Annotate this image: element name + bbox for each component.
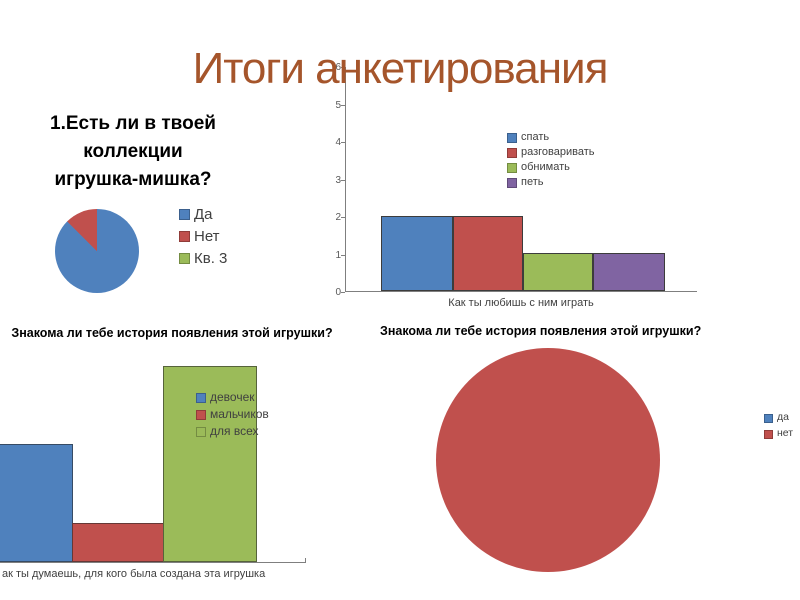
- play-ytick-label-3: 3: [335, 174, 341, 186]
- play-ytick-mark-5: [341, 104, 345, 106]
- legend-swatch-2-icon: [196, 427, 206, 437]
- play-ytick-label-0: 0: [335, 287, 341, 298]
- legend-swatch-1-icon: [507, 148, 517, 158]
- collection-question-line1: 1.Есть ли в твоей: [50, 113, 216, 134]
- legend-item-2: Кв. 3: [179, 251, 227, 273]
- play-bar-plot-area: [345, 67, 697, 292]
- legend-item-1: мальчиков: [196, 408, 269, 425]
- legend-item-1: разговаривать: [507, 146, 595, 161]
- play-ytick-label-4: 4: [335, 137, 341, 148]
- collection-question-line3: игрушка-мишка?: [54, 169, 212, 190]
- slide-title: Итоги анкетирования: [192, 44, 609, 93]
- play-ytick-label-1: 1: [335, 249, 341, 261]
- legend-label-1: нет: [777, 427, 794, 439]
- legend-swatch-1-icon: [196, 410, 206, 420]
- legend-swatch-0-icon: [179, 209, 190, 220]
- collection-question-title: 1.Есть ли в твоей коллекции игрушка-мишк…: [16, 110, 250, 194]
- play-ytick-label-2: 2: [335, 212, 341, 223]
- collection-pie-chart: [55, 209, 139, 293]
- audience-chart-title: Знакома ли тебе история появления этой и…: [11, 326, 333, 340]
- play-ytick-label-6: 6: [335, 62, 341, 73]
- legend-label-0: спать: [521, 131, 550, 143]
- history-chart-title: Знакома ли тебе история появления этой и…: [380, 324, 702, 338]
- audience-bar-0: [0, 444, 73, 562]
- play-ytick-mark-0: [341, 292, 345, 293]
- legend-swatch-1-icon: [179, 231, 190, 242]
- collection-question-line2: коллекции: [83, 141, 183, 162]
- audience-x-axis-line: [0, 562, 306, 563]
- audience-x-axis-title: ак ты думаешь, для кого была создана эта…: [2, 568, 266, 580]
- legend-label-0: Да: [194, 206, 213, 223]
- collection-pie-legend: Да Нет Кв. 3: [179, 207, 227, 273]
- legend-item-3: петь: [507, 176, 595, 191]
- legend-swatch-0-icon: [764, 414, 773, 423]
- play-ytick-mark-2: [341, 217, 345, 218]
- legend-item-0: спать: [507, 131, 595, 146]
- legend-item-1: нет: [764, 428, 793, 444]
- legend-label-0: девочек: [210, 390, 255, 404]
- legend-swatch-2-icon: [179, 253, 190, 264]
- legend-swatch-3-icon: [507, 178, 517, 188]
- play-bar-3: [593, 253, 665, 291]
- play-ytick-mark-3: [341, 179, 345, 181]
- legend-label-2: для всех: [210, 424, 259, 438]
- play-bar-legend: спать разговаривать обнимать петь: [507, 131, 595, 191]
- play-bar-2: [523, 253, 593, 291]
- legend-label-3: петь: [521, 176, 544, 188]
- history-pie-chart: [436, 348, 660, 572]
- legend-item-1: Нет: [179, 229, 227, 251]
- legend-swatch-2-icon: [507, 163, 517, 173]
- legend-item-2: обнимать: [507, 161, 595, 176]
- legend-swatch-1-icon: [764, 430, 773, 439]
- play-ytick-mark-6: [341, 67, 345, 68]
- history-pie-legend: да нет: [764, 412, 793, 444]
- audience-bar-legend: девочек мальчиков для всех: [196, 391, 269, 442]
- audience-bar-2: [163, 366, 257, 562]
- legend-item-0: да: [764, 412, 793, 428]
- legend-label-1: разговаривать: [521, 146, 595, 158]
- play-ytick-mark-1: [341, 254, 345, 256]
- legend-label-0: да: [777, 411, 789, 423]
- audience-x-axis-end-tick: [305, 558, 306, 563]
- legend-label-1: Нет: [194, 228, 220, 245]
- legend-label-1: мальчиков: [210, 407, 269, 421]
- legend-item-2: для всех: [196, 425, 269, 442]
- play-bar-0: [381, 216, 453, 291]
- play-bar-1: [453, 216, 523, 291]
- audience-bar-plot-area: [0, 354, 320, 562]
- legend-swatch-0-icon: [507, 133, 517, 143]
- legend-label-2: обнимать: [521, 161, 570, 173]
- legend-label-2: Кв. 3: [194, 250, 228, 267]
- play-x-axis-title: Как ты любишь с ним играть: [448, 297, 594, 309]
- play-ytick-mark-4: [341, 142, 345, 143]
- legend-swatch-0-icon: [196, 393, 206, 403]
- play-ytick-label-5: 5: [335, 99, 341, 111]
- audience-bar-1: [72, 523, 164, 562]
- legend-item-0: Да: [179, 207, 227, 229]
- legend-item-0: девочек: [196, 391, 269, 408]
